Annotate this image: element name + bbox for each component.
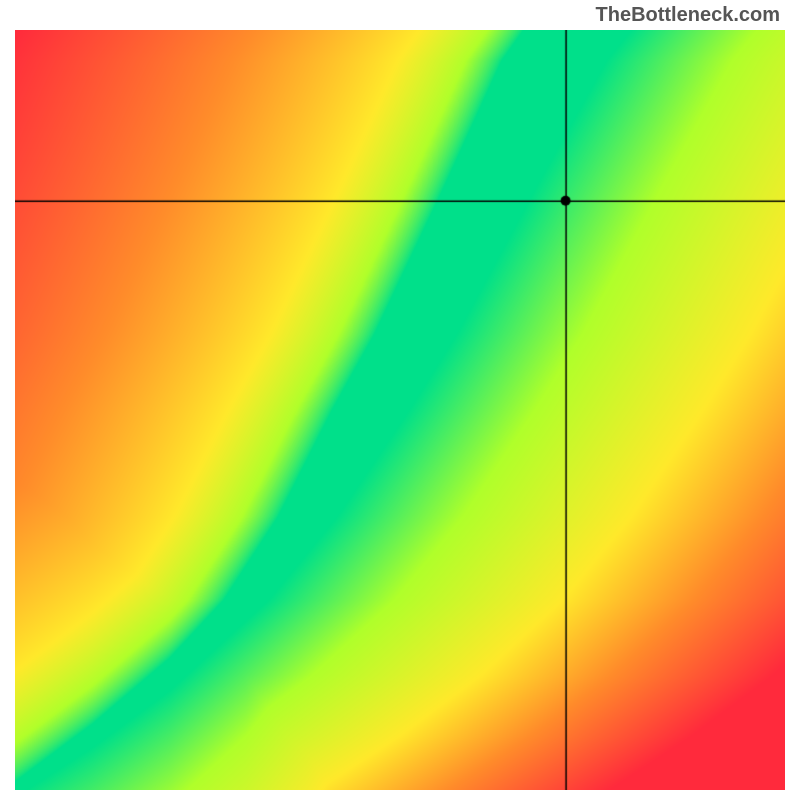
heatmap-canvas bbox=[15, 30, 785, 790]
watermark-text: TheBottleneck.com bbox=[596, 4, 780, 27]
bottleneck-heatmap bbox=[15, 30, 785, 790]
